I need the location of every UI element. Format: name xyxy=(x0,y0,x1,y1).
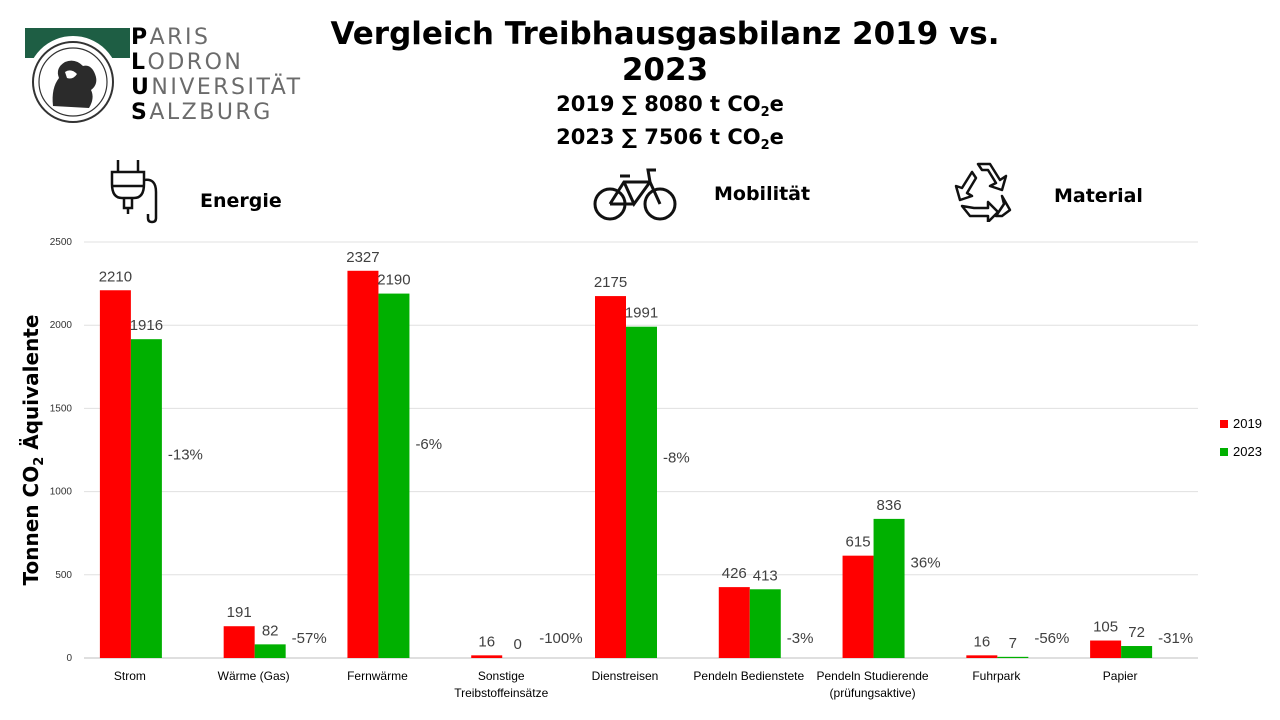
data-label-2019: 426 xyxy=(722,565,747,582)
data-label-2019: 2327 xyxy=(346,249,379,266)
bar-2023 xyxy=(254,644,286,658)
data-label-2023: 2190 xyxy=(377,272,410,289)
bar-2023 xyxy=(130,339,162,658)
data-label-2023: 0 xyxy=(514,636,522,653)
legend-swatch-2019 xyxy=(1220,419,1228,428)
total-2023: 2023 ∑ 7506 t CO2e xyxy=(556,125,784,154)
change-label: -100% xyxy=(539,630,582,647)
change-label: 36% xyxy=(911,555,941,572)
bar-2023 xyxy=(997,656,1029,658)
data-label-2019: 16 xyxy=(973,633,990,650)
legend-label-2019: 2019 xyxy=(1233,416,1262,431)
change-label: -8% xyxy=(663,450,690,467)
x-tick-label: Treibstoffeinsätze xyxy=(454,686,548,700)
x-tick-label: Dienstreisen xyxy=(592,669,659,683)
chart-title: Vergleich Treibhausgasbilanz 2019 vs. 20… xyxy=(330,16,1000,88)
y-tick-label: 0 xyxy=(66,653,72,664)
x-axis-labels: Strom Wärme (Gas) Fernwärme Sonstige Treibst… xyxy=(114,669,1138,700)
bicycle-icon xyxy=(593,168,677,221)
bar-2019 xyxy=(223,626,255,658)
plug-icon xyxy=(110,160,158,224)
total-2019: 2019 ∑ 8080 t CO2e xyxy=(556,92,784,121)
bar-2023 xyxy=(626,326,657,658)
logo-seal-icon xyxy=(25,28,130,128)
legend-item-2023: 2023 xyxy=(1220,444,1262,459)
bar-2019 xyxy=(1090,640,1122,658)
y-tick-label: 2000 xyxy=(50,320,73,331)
bar-2023 xyxy=(1121,646,1153,658)
data-label-2023: 7 xyxy=(1009,635,1017,652)
x-tick-label: Sonstige xyxy=(478,669,525,683)
university-logo: PARIS LODRON UNIVERSITÄT SALZBURG xyxy=(0,0,310,155)
change-label: -3% xyxy=(787,630,814,647)
legend-item-2019: 2019 xyxy=(1220,416,1262,431)
change-label: -56% xyxy=(1034,630,1069,647)
x-tick-label: Pendeln Bedienstete xyxy=(693,669,804,683)
logo-line-paris: PARIS xyxy=(131,25,211,50)
x-tick-label: Wärme (Gas) xyxy=(218,669,290,683)
legend-label-2023: 2023 xyxy=(1233,444,1262,459)
category-header-material: Material xyxy=(1054,185,1143,207)
x-tick-label: Papier xyxy=(1103,669,1138,683)
value-labels: 2210 1916 -13% 191 82 -57% 2327 2190 -6% 16 0 -100%… xyxy=(99,249,1193,653)
x-tick-label: Strom xyxy=(114,669,146,683)
data-label-2023: 413 xyxy=(753,567,778,584)
data-label-2023: 836 xyxy=(877,497,902,514)
data-label-2019: 615 xyxy=(846,534,871,551)
y-tick-label: 500 xyxy=(55,570,72,581)
bar-2019 xyxy=(471,655,503,658)
change-label: -31% xyxy=(1158,630,1193,647)
logo-line-lodron: LODRON xyxy=(131,50,244,75)
x-tick-label: Pendeln Studierende xyxy=(817,669,929,683)
category-header-mobilitaet: Mobilität xyxy=(714,183,811,205)
change-label: -13% xyxy=(168,446,203,463)
change-label: -6% xyxy=(415,436,442,453)
x-tick-label: Fuhrpark xyxy=(972,669,1021,683)
data-label-2023: 72 xyxy=(1128,624,1145,641)
bar-2019 xyxy=(966,655,998,658)
legend-swatch-2023 xyxy=(1220,447,1228,456)
y-tick-label: 2500 xyxy=(50,237,73,248)
data-label-2019: 2210 xyxy=(99,268,132,285)
data-label-2019: 105 xyxy=(1093,619,1118,636)
logo-line-salzburg: SALZBURG xyxy=(131,100,273,125)
data-label-2019: 2175 xyxy=(594,274,627,291)
bar-2023 xyxy=(873,518,905,658)
change-label: -57% xyxy=(292,630,327,647)
bar-2019 xyxy=(99,290,131,658)
recycle-icon xyxy=(954,162,1012,222)
x-tick-label: Fernwärme xyxy=(347,669,408,683)
data-label-2023: 82 xyxy=(262,622,279,639)
x-tick-label: (prüfungsaktive) xyxy=(830,686,916,700)
bars xyxy=(99,270,1153,658)
data-label-2019: 16 xyxy=(478,633,495,650)
data-label-2019: 191 xyxy=(227,604,252,621)
y-tick-label: 1000 xyxy=(50,487,73,498)
bar-2023 xyxy=(378,293,410,658)
category-header-energie: Energie xyxy=(200,190,282,212)
logo-line-universitaet: UNIVERSITÄT xyxy=(131,75,303,100)
y-tick-label: 1500 xyxy=(50,403,73,414)
bar-2019 xyxy=(595,296,626,658)
bar-2019 xyxy=(347,270,379,658)
bar-2019 xyxy=(718,587,750,658)
y-axis-ticks: 0 500 1000 1500 2000 2500 xyxy=(50,237,73,664)
bar-2019 xyxy=(842,555,874,658)
bar-2023 xyxy=(749,589,781,658)
data-label-2023: 1916 xyxy=(130,317,163,334)
data-label-2023: 1991 xyxy=(625,305,658,322)
